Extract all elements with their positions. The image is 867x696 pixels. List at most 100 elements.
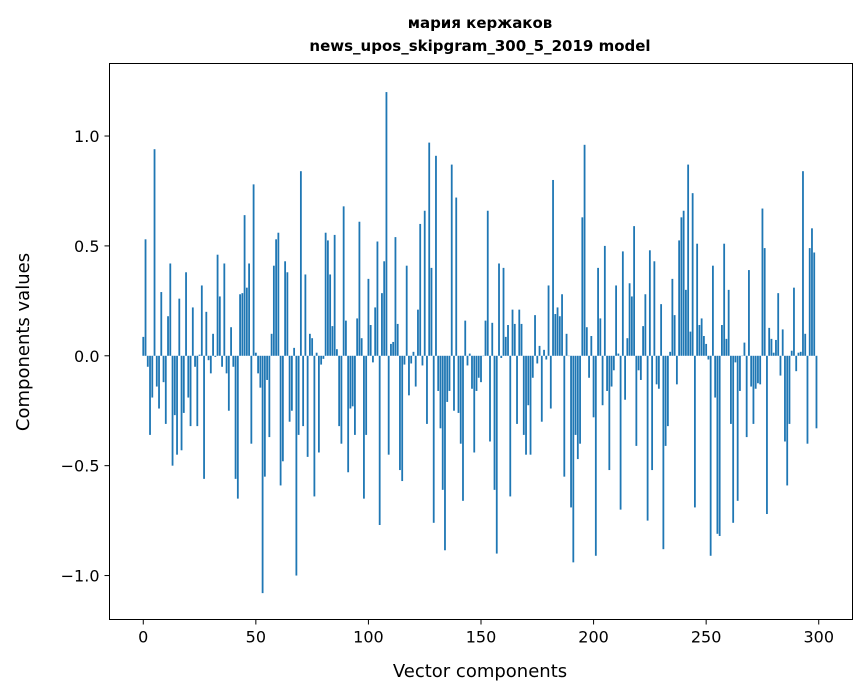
bar-component-81 (324, 232, 327, 356)
chart-title-line-2: news_upos_skipgram_300_5_2019 model (309, 37, 650, 55)
bar-component-184 (556, 307, 559, 356)
bar-component-88 (340, 355, 343, 444)
bar-component-284 (781, 329, 784, 356)
bar-component-180 (547, 285, 550, 356)
bar-component-92 (349, 355, 352, 409)
bar-component-38 (227, 355, 230, 411)
bar-component-260 (727, 289, 730, 356)
bar-component-279 (770, 338, 773, 356)
bar-component-84 (331, 326, 334, 356)
x-tick-label: 0 (138, 628, 148, 647)
bar-component-82 (326, 240, 329, 356)
bar-component-34 (218, 296, 221, 356)
bar-component-9 (162, 355, 165, 383)
bar-component-219 (635, 355, 638, 446)
bar-component-246 (696, 243, 699, 356)
y-tick-label: 0.0 (74, 347, 99, 366)
bar-component-254 (714, 355, 717, 398)
bar-component-252 (709, 355, 712, 556)
bar-component-235 (671, 278, 674, 356)
bar-component-292 (799, 351, 802, 356)
bar-component-193 (576, 355, 579, 460)
bar-component-69 (297, 355, 300, 435)
bar-component-37 (225, 355, 228, 374)
bar-component-185 (558, 316, 561, 356)
bar-component-30 (209, 355, 212, 374)
bar-component-64 (286, 272, 289, 356)
bar-component-210 (615, 285, 617, 356)
bar-component-80 (322, 355, 325, 359)
bar-component-276 (763, 248, 766, 356)
bar-component-275 (761, 208, 764, 356)
bar-component-99 (365, 355, 368, 435)
bar-component-75 (311, 338, 314, 356)
bar-component-1 (144, 239, 147, 356)
bar-component-298 (813, 252, 816, 356)
x-tick-label: 100 (353, 628, 384, 647)
bar-component-280 (772, 352, 775, 356)
bar-component-93 (351, 355, 354, 407)
bar-component-28 (205, 311, 208, 356)
bar-component-87 (338, 355, 341, 427)
bar-component-113 (396, 323, 399, 356)
bar-component-112 (394, 237, 397, 356)
bar-component-288 (790, 350, 793, 356)
bar-component-40 (232, 355, 235, 367)
bar-component-76 (313, 355, 316, 497)
bar-component-68 (295, 355, 298, 576)
bar-component-225 (648, 250, 651, 356)
bar-component-149 (477, 355, 480, 378)
bar-component-156 (493, 355, 496, 490)
bar-component-166 (516, 355, 518, 424)
bar-component-198 (588, 355, 590, 378)
bar-component-150 (480, 355, 482, 383)
bar-component-16 (178, 298, 181, 356)
bar-component-253 (712, 265, 714, 356)
bar-component-11 (167, 316, 169, 356)
bar-component-257 (721, 325, 723, 356)
bar-component-289 (793, 287, 795, 356)
bar-component-29 (207, 355, 210, 361)
bar-component-153 (486, 210, 489, 356)
bar-component-70 (299, 171, 302, 356)
bar-component-207 (608, 355, 611, 471)
x-axis-label: Vector components (393, 661, 567, 682)
bar-component-181 (549, 355, 552, 409)
bar-component-15 (176, 355, 178, 455)
bar-component-71 (302, 355, 305, 427)
bar-component-110 (390, 343, 392, 356)
bar-component-238 (678, 240, 681, 356)
y-tick-label: −1.0 (61, 567, 100, 586)
bar-component-7 (158, 355, 160, 409)
bar-component-277 (766, 355, 768, 515)
bar-component-27 (203, 355, 205, 479)
bar-component-233 (666, 355, 669, 427)
bar-component-79 (320, 355, 323, 365)
bar-component-65 (288, 355, 291, 422)
bar-component-50 (254, 352, 257, 356)
bar-component-96 (358, 221, 361, 356)
bar-component-60 (277, 232, 280, 356)
bar-component-286 (786, 355, 789, 486)
bar-component-8 (160, 292, 163, 356)
bar-component-122 (417, 309, 419, 356)
bar-component-299 (815, 355, 818, 429)
bars (142, 92, 818, 594)
bar-component-143 (464, 320, 467, 356)
bar-component-26 (200, 285, 203, 356)
bar-component-177 (540, 355, 543, 422)
bar-component-3 (149, 355, 151, 435)
bar-component-278 (768, 327, 771, 356)
bar-component-108 (385, 92, 388, 356)
y-tick-label: 0.5 (74, 237, 99, 256)
bar-component-170 (525, 355, 527, 455)
bar-component-83 (329, 274, 332, 356)
bar-component-39 (230, 327, 232, 356)
bar-component-59 (275, 239, 278, 356)
bar-component-132 (439, 355, 442, 429)
bar-component-261 (730, 355, 732, 424)
bar-component-33 (216, 254, 219, 356)
bar-component-126 (426, 355, 428, 424)
bar-component-158 (498, 263, 500, 356)
bar-component-204 (601, 355, 604, 406)
